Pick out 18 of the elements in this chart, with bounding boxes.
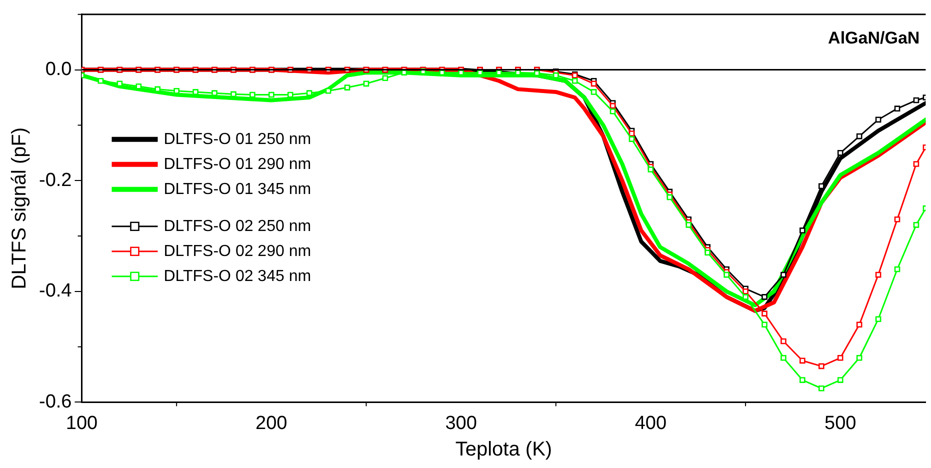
annotation: AlGaN/GaN [828, 28, 920, 48]
y-tick-label: 0.0 [45, 59, 72, 80]
x-axis-title: Teplota (K) [455, 438, 552, 461]
x-tick-label: 100 [66, 412, 98, 434]
x-tick-label: 500 [824, 412, 856, 434]
y-tick-label: -0.6 [38, 391, 72, 412]
legend-label: DLTFS-O 02 250 nm [164, 218, 312, 235]
legend-label: DLTFS-O 02 290 nm [164, 242, 312, 260]
y-tick-label: -0.4 [38, 280, 72, 302]
x-tick-label: 200 [256, 412, 288, 434]
legend-label: DLTFS-O 01 290 nm [164, 156, 312, 173]
y-axis-title: DLTFS signál (pF) [8, 127, 31, 290]
legend-label: DLTFS-O 01 250 nm [164, 130, 312, 148]
x-tick-label: 400 [634, 412, 667, 434]
x-tick-label: 300 [445, 412, 477, 434]
y-tick-label: -0.2 [38, 170, 72, 191]
legend-label: DLTFS-O 02 345 nm [164, 268, 312, 285]
legend-label: DLTFS-O 01 345 nm [164, 180, 312, 198]
